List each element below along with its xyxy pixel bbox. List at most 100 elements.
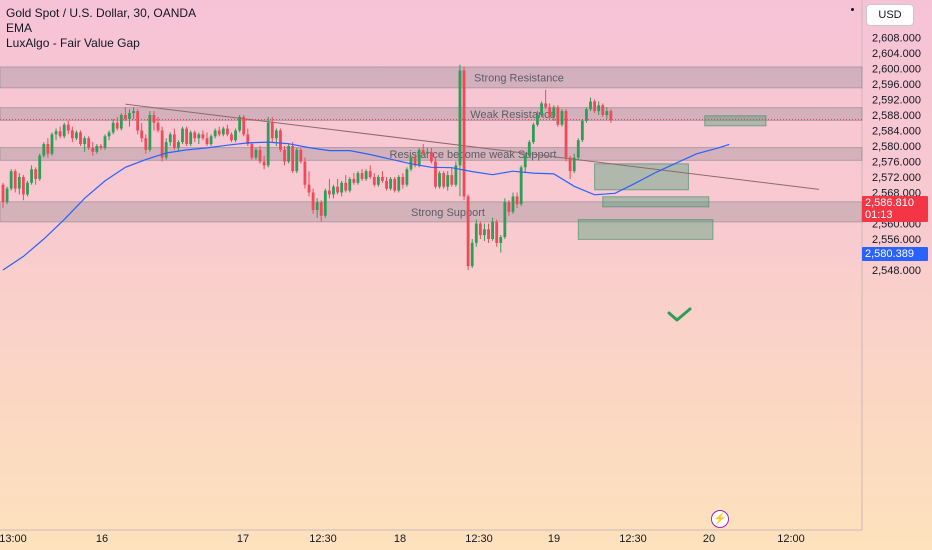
candle-body-76 (311, 192, 315, 210)
candle-body-80 (328, 190, 331, 195)
candle-body-57 (234, 130, 237, 141)
candle-body-27 (111, 122, 115, 133)
candle-body-91 (372, 177, 376, 185)
fvg-box-4 (704, 115, 767, 127)
candle-body-37 (152, 115, 156, 123)
y-tick-label-10: 2,588.000 (872, 110, 921, 122)
candle-body-98 (401, 177, 405, 185)
y-tick-label-6: 2,572.000 (872, 172, 921, 184)
candle-body-139 (568, 157, 572, 172)
candle-body-12 (50, 134, 54, 154)
candle-body-107 (438, 173, 441, 187)
candle-body-82 (336, 186, 339, 193)
candle-body-90 (368, 171, 372, 177)
candle-body-36 (148, 115, 152, 150)
candle-body-105 (430, 151, 433, 162)
candle-body-18 (75, 132, 78, 139)
candle-body-108 (442, 173, 446, 187)
candle-body-122 (499, 237, 503, 243)
candle-body-111 (454, 165, 458, 185)
symbol-title[interactable]: Gold Spot / U.S. Dollar, 30, OANDA (6, 6, 197, 20)
candle-body-54 (221, 128, 225, 135)
candle-body-125 (511, 196, 515, 212)
candle-body-19 (79, 132, 82, 145)
candle-body-35 (144, 138, 148, 150)
y-tick-label-2: 2,556.000 (872, 234, 921, 246)
lightning-icon[interactable]: ⚡ (711, 510, 729, 528)
candle-body-79 (323, 190, 327, 216)
candle-body-112 (458, 70, 462, 166)
last-price-tag: 2,586.810 01:13 (862, 196, 928, 222)
candle-body-132 (540, 103, 543, 115)
y-tick-label-11: 2,592.000 (872, 95, 921, 107)
zone-1 (0, 66, 863, 89)
zone-label-2: Weak Resistance (470, 109, 555, 121)
candle-body-126 (515, 196, 519, 205)
candle-body-15 (62, 124, 66, 137)
candle-body-39 (160, 130, 164, 158)
candle-body-74 (303, 161, 307, 185)
candle-body-81 (332, 186, 335, 195)
candle-body-32 (132, 111, 135, 114)
y-tick-label-8: 2,580.000 (872, 141, 921, 153)
fvg-box-1 (577, 219, 714, 240)
candle-body-60 (246, 134, 250, 145)
candle-body-31 (128, 113, 131, 119)
candle-body-141 (576, 140, 580, 158)
candle-body-7 (30, 169, 33, 183)
x-tick-label-2: 17 (237, 533, 249, 545)
candle-body-128 (523, 155, 527, 168)
candle-body-23 (95, 146, 99, 152)
currency-button[interactable]: USD (866, 4, 914, 26)
y-tick-label-9: 2,584.000 (872, 126, 921, 138)
candle-body-84 (344, 182, 348, 191)
candle-body-45 (185, 128, 188, 145)
candle-body-48 (197, 134, 201, 139)
more-options-icon[interactable] (851, 8, 854, 11)
candle-body-66 (270, 122, 274, 139)
candle-body-8 (34, 169, 38, 179)
candle-body-114 (466, 196, 470, 267)
candle-body-30 (124, 115, 127, 119)
candle-body-58 (238, 116, 242, 131)
candle-body-22 (91, 147, 95, 152)
candle-body-33 (136, 111, 140, 131)
candle-body-6 (26, 182, 29, 195)
candle-body-3 (13, 171, 17, 189)
ema-line (2, 141, 730, 271)
candle-body-43 (177, 142, 180, 148)
candle-body-61 (250, 144, 254, 158)
candle-body-89 (364, 171, 368, 179)
last-price-value: 2,586.810 (865, 197, 914, 209)
x-tick-label-7: 12:30 (619, 533, 647, 545)
indicator-fvg-label[interactable]: LuxAlgo - Fair Value Gap (6, 36, 140, 50)
candle-body-104 (425, 151, 429, 154)
candle-body-87 (356, 173, 360, 183)
indicator-ema-label[interactable]: EMA (6, 21, 33, 35)
candle-body-136 (556, 107, 560, 125)
candle-body-110 (450, 175, 454, 185)
candle-body-64 (262, 161, 266, 166)
candle-body-118 (483, 229, 486, 236)
candle-body-143 (585, 109, 588, 121)
bar-countdown: 01:13 (865, 209, 893, 221)
candle-body-78 (319, 202, 323, 216)
y-tick-label-15: 2,608.000 (872, 33, 921, 45)
candle-body-124 (507, 202, 511, 212)
candle-body-63 (258, 149, 262, 162)
candle-body-88 (360, 173, 364, 179)
candle-body-140 (572, 157, 576, 172)
candle-body-73 (299, 149, 303, 162)
candle-body-16 (66, 124, 70, 131)
candle-body-77 (315, 202, 319, 210)
candle-body-59 (242, 116, 246, 135)
candle-body-65 (266, 122, 270, 166)
candle-body-137 (560, 111, 564, 125)
candle-body-72 (295, 149, 299, 172)
x-tick-label-5: 12:30 (465, 533, 493, 545)
candle-body-25 (103, 136, 107, 148)
check-mark-icon (667, 307, 692, 322)
candle-body-144 (589, 101, 592, 110)
candle-body-127 (519, 167, 523, 205)
